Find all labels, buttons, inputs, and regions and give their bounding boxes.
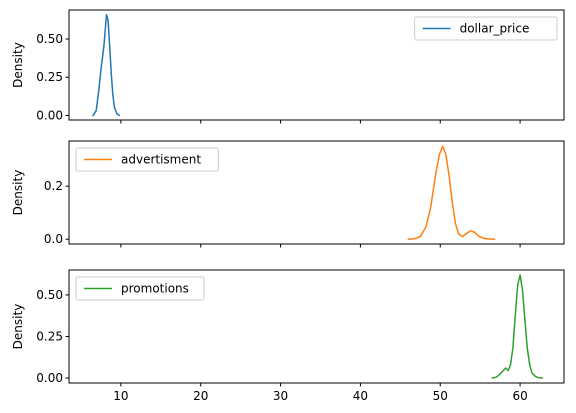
series-line-dollar_price [92,13,121,117]
legend: advertisment [75,147,219,172]
y-tick-label: 0.0 [44,232,63,246]
y-tick-label: 0.50 [36,32,63,46]
y-axis-label: Density [11,170,25,216]
x-tick-label: 40 [353,389,368,403]
y-tick-label: 0.00 [36,108,63,122]
series-line-advertisment [407,145,496,240]
x-tick-label: 30 [273,389,288,403]
y-tick-label: 0.25 [36,70,63,84]
y-tick-label: 0.2 [44,179,63,193]
axes-frame [68,140,565,245]
y-tick-label: 0.25 [36,329,63,343]
subplot-2: 0.0 0.2 Density advertisment [11,140,565,248]
y-tick-label: 0.50 [36,288,63,302]
legend-box [75,276,205,301]
y-axis-label: Density [11,42,25,88]
legend-label: dollar_price [460,22,530,36]
legend: promotions [75,276,205,301]
y-tick-label: 0.00 [36,371,63,385]
legend-box [414,16,558,41]
subplot-3: 0.00 0.25 0.50 10 20 30 40 50 60 Density promotion… [11,269,565,403]
x-tick-label: 20 [193,389,208,403]
x-tick-label: 50 [433,389,448,403]
legend: dollar_price [414,16,558,41]
x-tick-label: 60 [512,389,527,403]
y-axis-label: Density [11,304,25,350]
series-line-promotions [491,274,544,379]
legend-label: promotions [121,282,189,296]
legend-label: advertisment [121,153,201,167]
axes-frame [68,269,565,384]
subplot-1: 0.00 0.25 0.50 Density dollar_price [11,9,565,124]
legend-box [75,147,219,172]
x-tick-label: 10 [113,389,128,403]
axes-frame [68,9,565,121]
